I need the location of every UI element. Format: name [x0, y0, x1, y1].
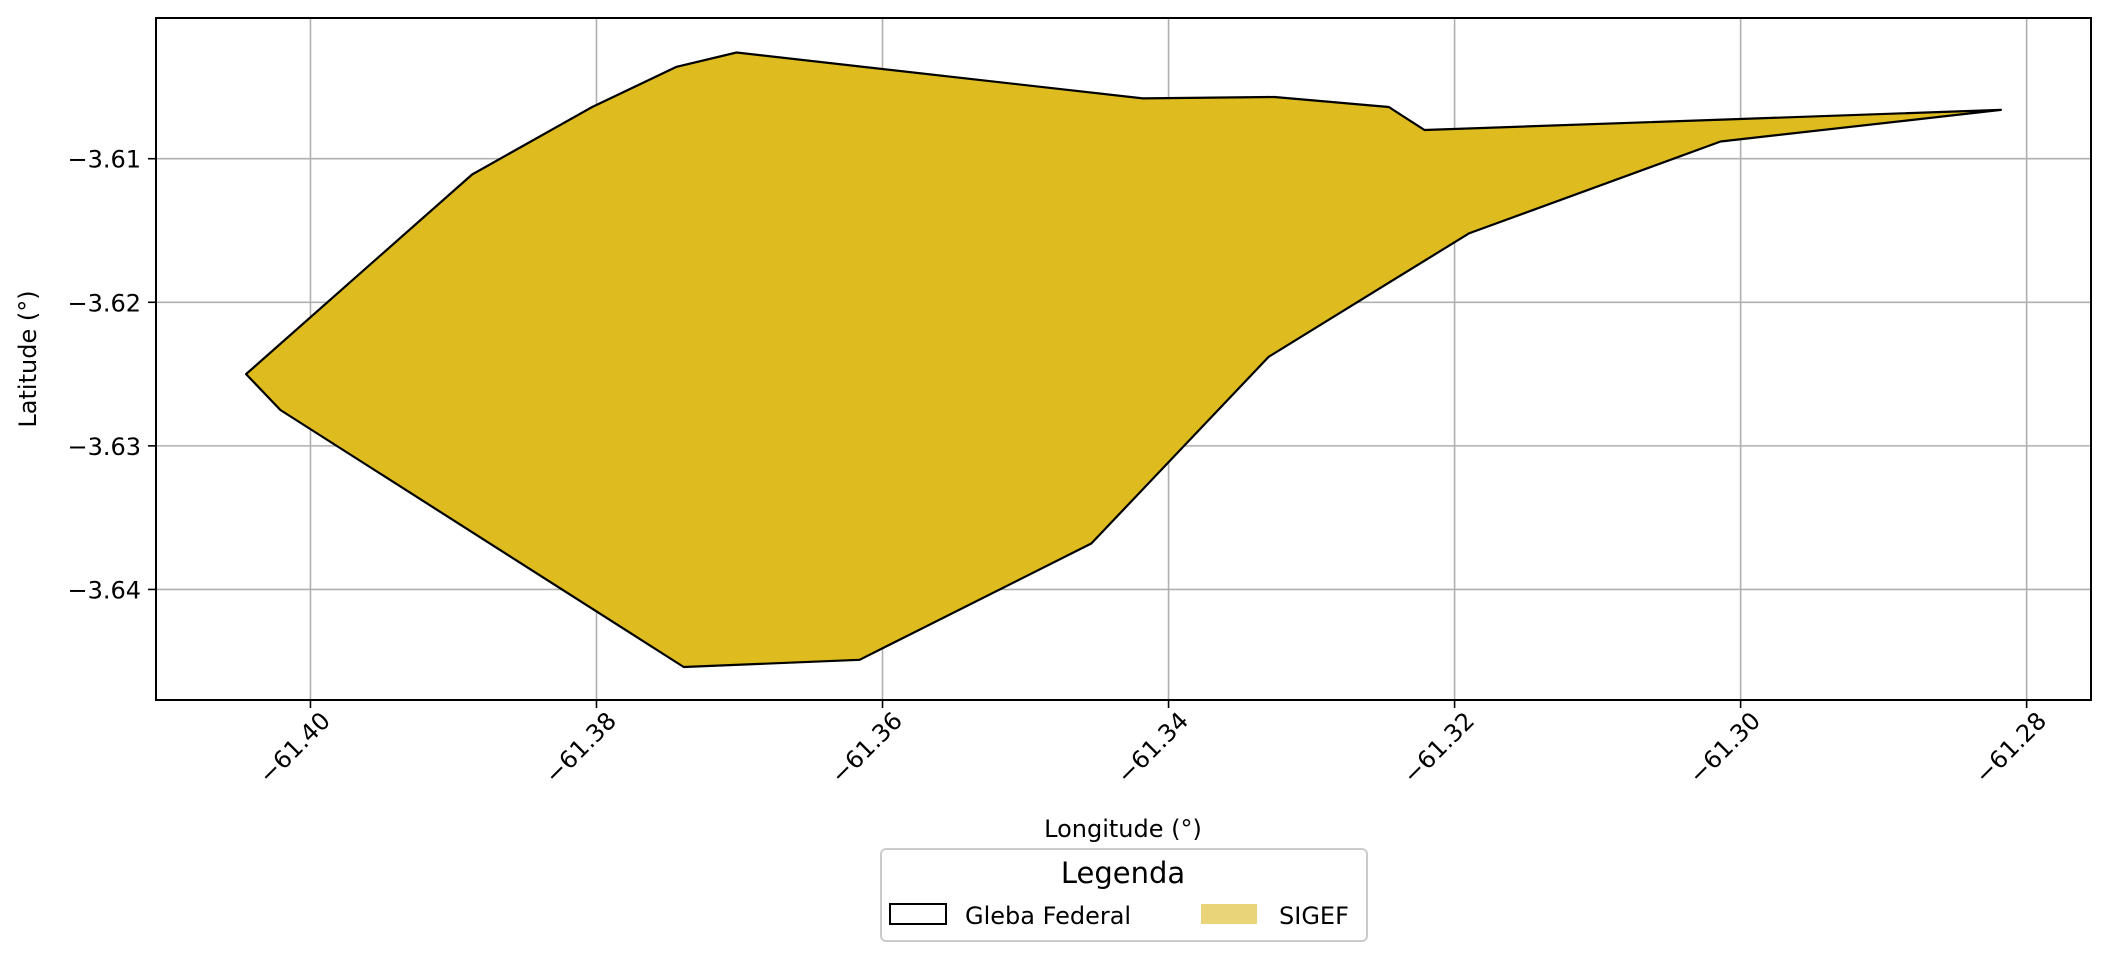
legend-swatch-sigef [1201, 904, 1257, 924]
tick-marks [148, 157, 2028, 708]
legend: Legenda Gleba Federal SIGEF [880, 848, 1368, 942]
y-tick-labels: −3.61 −3.62 −3.63 −3.64 [67, 146, 141, 605]
legend-title: Legenda [1061, 856, 1185, 890]
polygon-gleba-federal [245, 51, 2003, 669]
y-tick-label-2: −3.63 [67, 433, 141, 461]
x-axis-label: Longitude (°) [1044, 815, 1202, 843]
legend-swatch-gleba-federal [889, 903, 947, 925]
polygon-layer [245, 51, 2003, 669]
y-tick-label-0: −3.61 [67, 146, 141, 174]
y-axis-label: Latitude (°) [14, 290, 42, 427]
y-tick-label-3: −3.64 [67, 576, 141, 604]
axes-frame [155, 17, 2092, 701]
plot-area [148, 17, 2092, 708]
legend-label-sigef: SIGEF [1279, 902, 1349, 930]
legend-label-gleba-federal: Gleba Federal [965, 902, 1131, 930]
y-tick-label-1: −3.62 [67, 289, 141, 317]
